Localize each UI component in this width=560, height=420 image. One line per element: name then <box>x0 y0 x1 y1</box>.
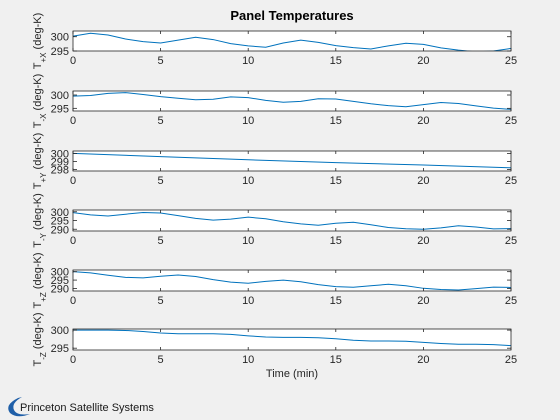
y-axis-label: T-Z (deg-K) <box>32 312 48 366</box>
plot-area <box>73 31 511 51</box>
y-tick-label: 300 <box>51 148 69 160</box>
x-tick-label: 5 <box>158 354 164 366</box>
y-tick-label: 300 <box>51 32 69 44</box>
x-tick-label: 25 <box>505 235 517 247</box>
plot-area <box>73 329 511 350</box>
x-tick-label: 5 <box>158 295 164 307</box>
axes-box <box>72 269 512 292</box>
chart-title: Panel Temperatures <box>230 8 353 23</box>
x-tick-label: 25 <box>505 175 517 187</box>
x-tick-label: 20 <box>417 354 429 366</box>
x-axis-label: Time (min) <box>266 368 318 380</box>
y-tick-label: 290 <box>51 224 69 236</box>
x-tick-label: 0 <box>70 115 76 127</box>
x-tick-label: 5 <box>158 115 164 127</box>
y-tick-label: 295 <box>51 275 69 287</box>
x-tick-label: 15 <box>330 354 342 366</box>
logo-text: Princeton Satellite Systems <box>20 402 154 414</box>
y-tick-label: 290 <box>51 283 69 295</box>
x-tick-label: 10 <box>242 235 254 247</box>
x-tick-label: 15 <box>330 295 342 307</box>
y-axis-label: T-Y (deg-K) <box>32 193 48 247</box>
x-tick-label: 25 <box>505 55 517 67</box>
plot-area <box>73 210 511 231</box>
x-tick-label: 20 <box>417 115 429 127</box>
y-tick-label: 300 <box>51 325 69 337</box>
y-axis-label: T+Y (deg-K) <box>32 133 48 190</box>
y-tick-label: 300 <box>51 267 69 279</box>
axes-box <box>72 90 512 112</box>
y-axis-label: T-X (deg-K) <box>32 74 48 128</box>
logo-swoosh-icon <box>8 397 30 417</box>
axes-box <box>72 328 512 351</box>
y-tick-label: 295 <box>51 216 69 228</box>
x-tick-label: 10 <box>242 115 254 127</box>
y-axis-label: T+X (deg-K) <box>32 13 48 70</box>
x-tick-label: 10 <box>242 354 254 366</box>
x-tick-label: 15 <box>330 115 342 127</box>
y-tick-label: 295 <box>51 343 69 355</box>
x-tick-label: 15 <box>330 235 342 247</box>
x-tick-label: 20 <box>417 55 429 67</box>
x-tick-label: 10 <box>242 175 254 187</box>
axes-box <box>72 30 512 52</box>
series-line <box>73 271 511 291</box>
series-line <box>73 152 511 169</box>
x-tick-label: 10 <box>242 55 254 67</box>
series-line <box>73 329 511 347</box>
y-tick-label: 295 <box>51 46 69 58</box>
series-line <box>73 211 511 230</box>
x-tick-label: 20 <box>417 295 429 307</box>
x-tick-label: 0 <box>70 55 76 67</box>
x-tick-label: 10 <box>242 295 254 307</box>
x-tick-label: 0 <box>70 295 76 307</box>
x-tick-label: 0 <box>70 354 76 366</box>
y-tick-label: 299 <box>51 156 69 168</box>
y-tick-label: 295 <box>51 103 69 115</box>
x-tick-label: 15 <box>330 55 342 67</box>
series-line <box>73 32 511 51</box>
x-tick-label: 0 <box>70 175 76 187</box>
x-tick-label: 25 <box>505 115 517 127</box>
x-tick-label: 20 <box>417 175 429 187</box>
y-tick-label: 300 <box>51 207 69 219</box>
x-tick-label: 20 <box>417 235 429 247</box>
company-logo: Princeton Satellite Systems <box>8 397 154 417</box>
x-tick-label: 15 <box>330 175 342 187</box>
x-tick-label: 5 <box>158 175 164 187</box>
x-tick-label: 25 <box>505 354 517 366</box>
x-tick-label: 5 <box>158 235 164 247</box>
series-line <box>73 92 511 110</box>
x-tick-label: 25 <box>505 295 517 307</box>
y-tick-label: 300 <box>51 90 69 102</box>
y-tick-label: 298 <box>51 164 69 176</box>
x-tick-label: 0 <box>70 235 76 247</box>
x-tick-label: 5 <box>158 55 164 67</box>
y-axis-label: T+Z (deg-K) <box>32 252 48 308</box>
